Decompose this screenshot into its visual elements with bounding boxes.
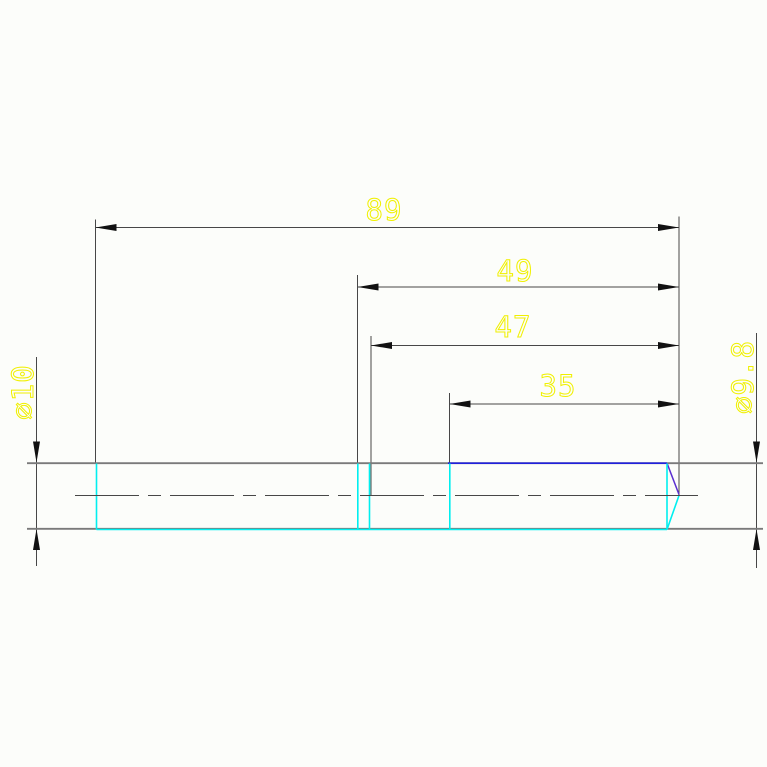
part-outline: [27, 462, 763, 531]
arrowhead-down-icon: [33, 441, 40, 463]
chamfer-bottom-line: [666, 495, 680, 530]
extension-lines: [95, 216, 680, 496]
arrowhead-left-icon: [371, 342, 392, 349]
arrowhead-right-icon: [658, 342, 679, 349]
dim-label-35: 35: [540, 369, 577, 403]
arrowhead-down-icon: [753, 441, 760, 463]
dim-label-diameter-9-8: ∅9.8: [726, 340, 760, 414]
dimension-line-diameter-10: [33, 357, 40, 566]
arrowhead-up-icon: [33, 529, 40, 550]
arrowhead-left-icon: [357, 283, 379, 291]
dim-label-89: 89: [366, 193, 403, 227]
dimension-labels: 89 49 47 35 ∅10 ∅9.8: [6, 193, 761, 421]
dim-label-49: 49: [497, 254, 534, 288]
dimension-line-47: [371, 342, 679, 349]
dimension-line-89: [95, 224, 679, 231]
dim-label-47: 47: [495, 310, 532, 344]
chamfer-top-line: [666, 462, 680, 495]
arrowhead-right-icon: [658, 283, 679, 291]
dimension-line-35: [449, 400, 679, 408]
dimension-line-49: [357, 283, 679, 291]
arrowhead-left-icon: [449, 400, 471, 408]
arrowhead-right-icon: [658, 224, 679, 231]
arrowhead-right-icon: [658, 400, 679, 408]
arrowhead-up-icon: [753, 529, 760, 550]
arrowhead-left-icon: [95, 224, 117, 231]
dim-label-diameter-10: ∅10: [6, 364, 40, 419]
